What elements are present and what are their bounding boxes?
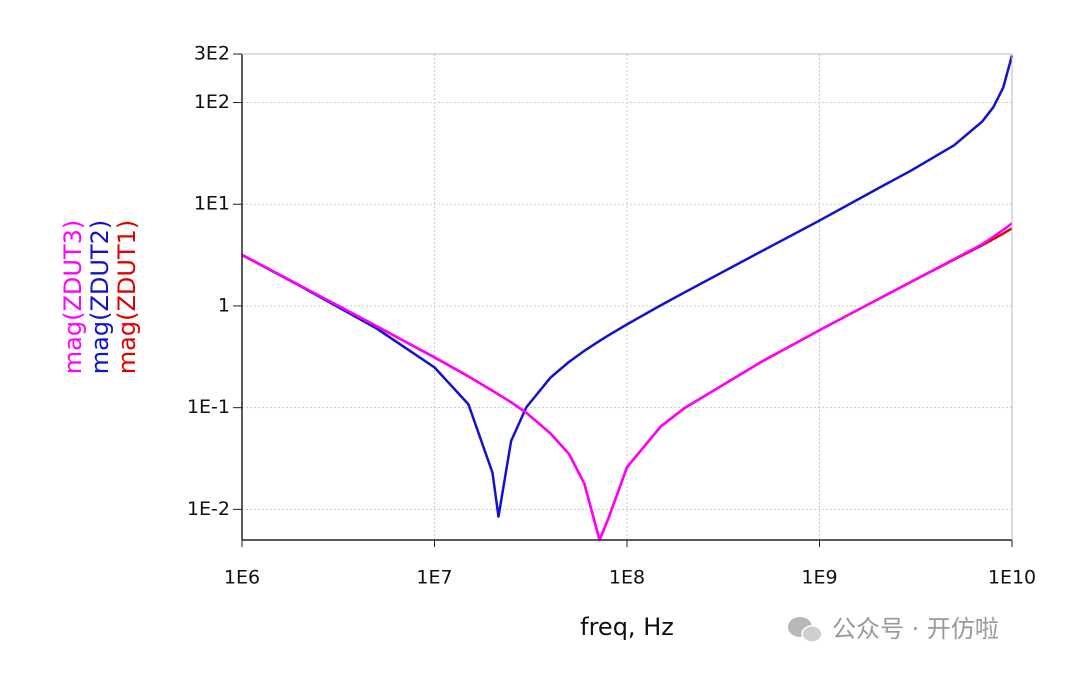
plot-lines xyxy=(241,55,1014,542)
y-tick-label: 3E2 xyxy=(194,43,230,65)
x-tick-label: 1E7 xyxy=(416,567,452,589)
y-tick-label: 1E2 xyxy=(194,91,230,113)
series-line xyxy=(241,55,1014,518)
x-tick-label: 1E10 xyxy=(988,567,1036,589)
axes xyxy=(233,53,1013,547)
x-tick-label: 1E9 xyxy=(801,567,837,589)
x-tick-label: 1E8 xyxy=(609,567,645,589)
series-line xyxy=(241,222,1013,542)
y-tick-label: 1 xyxy=(218,294,230,316)
watermark-icon xyxy=(788,617,823,643)
y-tick-label: 1E1 xyxy=(194,193,230,215)
y-tick-label: 1E-2 xyxy=(187,498,230,520)
watermark: 公众号 · 开仿啦 xyxy=(832,615,999,643)
x-tick-label: 1E6 xyxy=(224,567,260,589)
legend-label: mag(ZDUT1) xyxy=(113,220,141,374)
legend-label: mag(ZDUT3) xyxy=(59,220,87,374)
y-tick-label: 1E-1 xyxy=(187,396,230,418)
x-axis-label: freq, Hz xyxy=(580,613,674,641)
legend-label: mag(ZDUT2) xyxy=(86,220,114,374)
